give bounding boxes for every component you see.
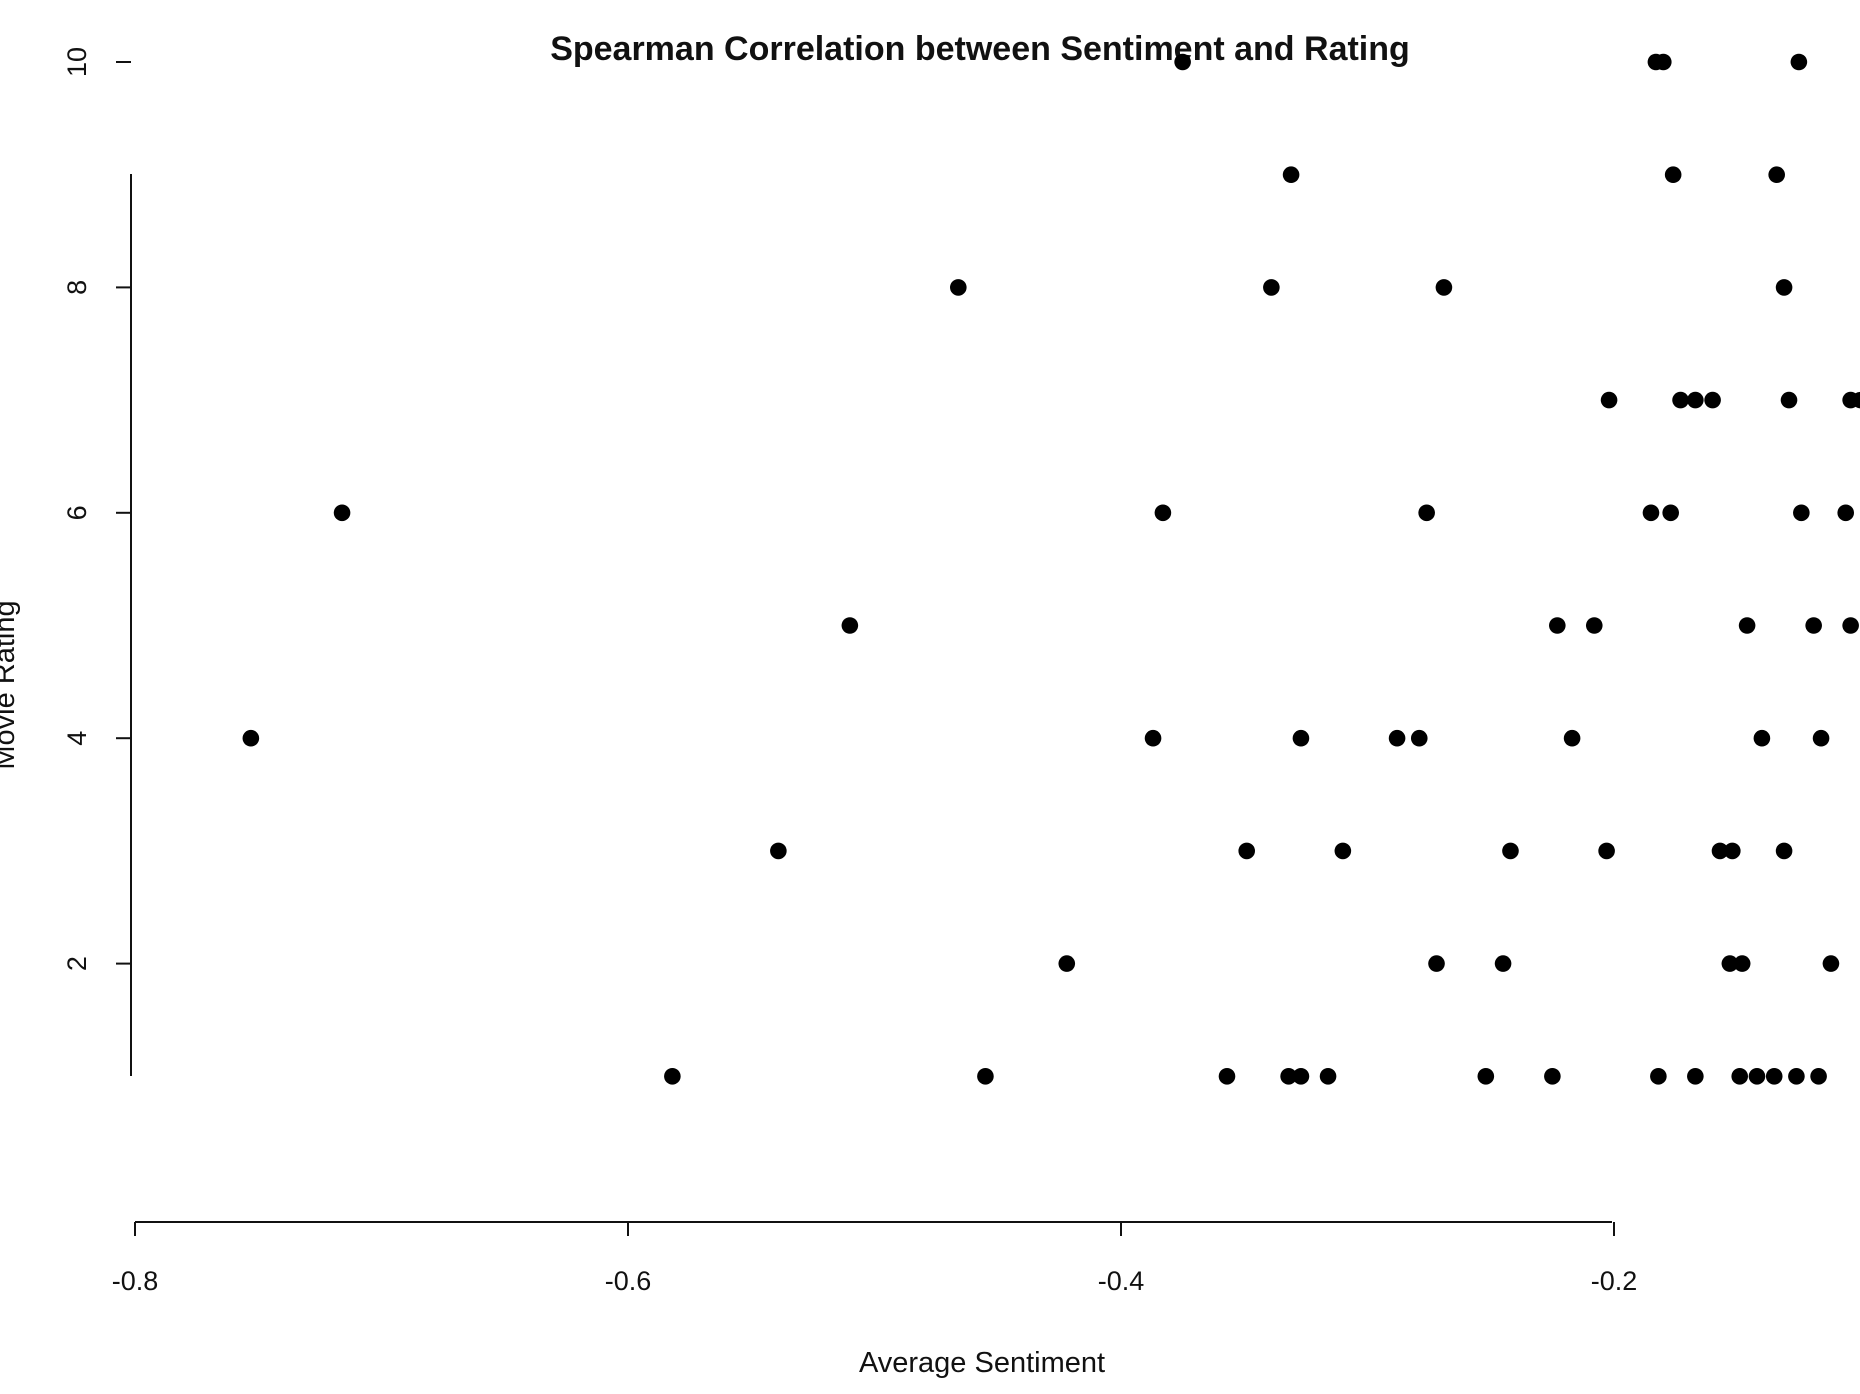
data-point <box>1822 955 1840 972</box>
data-point <box>1418 504 1435 522</box>
data-point <box>1672 391 1689 409</box>
data-point <box>1724 842 1741 860</box>
data-point <box>1765 1068 1783 1085</box>
data-point <box>1687 1068 1704 1085</box>
data-point <box>1837 504 1855 522</box>
data-point <box>1238 842 1256 860</box>
data-point <box>770 842 787 860</box>
x-tick-label: -0.6 <box>605 1266 652 1296</box>
data-point <box>1650 1068 1667 1085</box>
data-point <box>1731 1068 1749 1085</box>
data-point <box>1842 617 1859 634</box>
data-point <box>1687 391 1704 409</box>
data-point <box>1494 955 1512 972</box>
data-point <box>1788 1068 1805 1085</box>
data-point <box>1790 53 1808 71</box>
data-point <box>1428 955 1445 972</box>
data-point <box>1549 617 1566 634</box>
data-point <box>1662 504 1679 522</box>
data-point <box>1585 617 1603 634</box>
data-point <box>1768 166 1785 183</box>
data-point <box>1280 1068 1297 1085</box>
data-point <box>1753 729 1771 747</box>
data-point <box>242 729 260 747</box>
x-tick-label: -0.2 <box>1591 1266 1638 1296</box>
data-point <box>1738 617 1756 634</box>
data-point <box>1388 729 1406 747</box>
data-point <box>1502 842 1519 860</box>
y-tick-label: 10 <box>62 47 92 77</box>
y-tick-label: 6 <box>62 505 92 520</box>
x-tick-label: -0.4 <box>1098 1266 1145 1296</box>
data-point <box>1334 842 1352 860</box>
data-point <box>977 1068 994 1085</box>
data-point <box>1282 166 1300 183</box>
data-point <box>1544 1068 1561 1085</box>
data-point <box>1292 1068 1310 1085</box>
data-point <box>1721 955 1739 972</box>
data-points <box>242 53 1860 1085</box>
y-axis-label: Movie Rating <box>0 600 21 769</box>
data-point <box>1812 729 1830 747</box>
data-point <box>1852 391 1860 409</box>
data-point <box>1664 166 1682 183</box>
data-point <box>1780 391 1798 409</box>
data-point <box>1263 279 1280 296</box>
x-ticks: -0.8-0.6-0.4-0.20.00.20.4 <box>112 1222 1638 1296</box>
data-point <box>333 504 351 522</box>
data-point <box>1810 1068 1827 1085</box>
data-point <box>1144 729 1162 747</box>
data-point <box>1154 504 1172 522</box>
data-point <box>1600 391 1618 409</box>
data-point <box>1793 504 1810 522</box>
data-point <box>1292 729 1310 747</box>
x-tick-label: -0.8 <box>112 1266 159 1296</box>
data-point <box>1477 1068 1495 1085</box>
x-axis-label: Average Sentiment <box>859 1347 1105 1379</box>
data-point <box>1704 391 1721 409</box>
data-point <box>1563 729 1581 747</box>
data-point <box>1655 53 1672 71</box>
y-ticks: 2 4 6 8 10 <box>62 47 131 971</box>
data-point <box>1748 1068 1766 1085</box>
data-point <box>1775 842 1793 860</box>
data-point <box>664 1068 681 1085</box>
data-point <box>950 279 967 296</box>
data-point <box>1058 955 1076 972</box>
data-point <box>1642 504 1660 522</box>
y-tick-label: 8 <box>62 280 92 295</box>
y-tick-label: 4 <box>62 731 92 746</box>
chart-title: Spearman Correlation between Sentiment a… <box>550 30 1410 68</box>
data-point <box>841 617 859 634</box>
data-point <box>1805 617 1822 634</box>
y-tick-label: 2 <box>62 956 92 971</box>
data-point <box>1410 729 1428 747</box>
data-point <box>1174 53 1191 71</box>
data-point <box>1733 955 1751 972</box>
data-point <box>1319 1068 1337 1085</box>
data-point <box>1711 842 1729 860</box>
data-point <box>1598 842 1615 860</box>
data-point <box>1775 279 1793 296</box>
data-point <box>1435 279 1453 296</box>
data-point <box>1218 1068 1236 1085</box>
